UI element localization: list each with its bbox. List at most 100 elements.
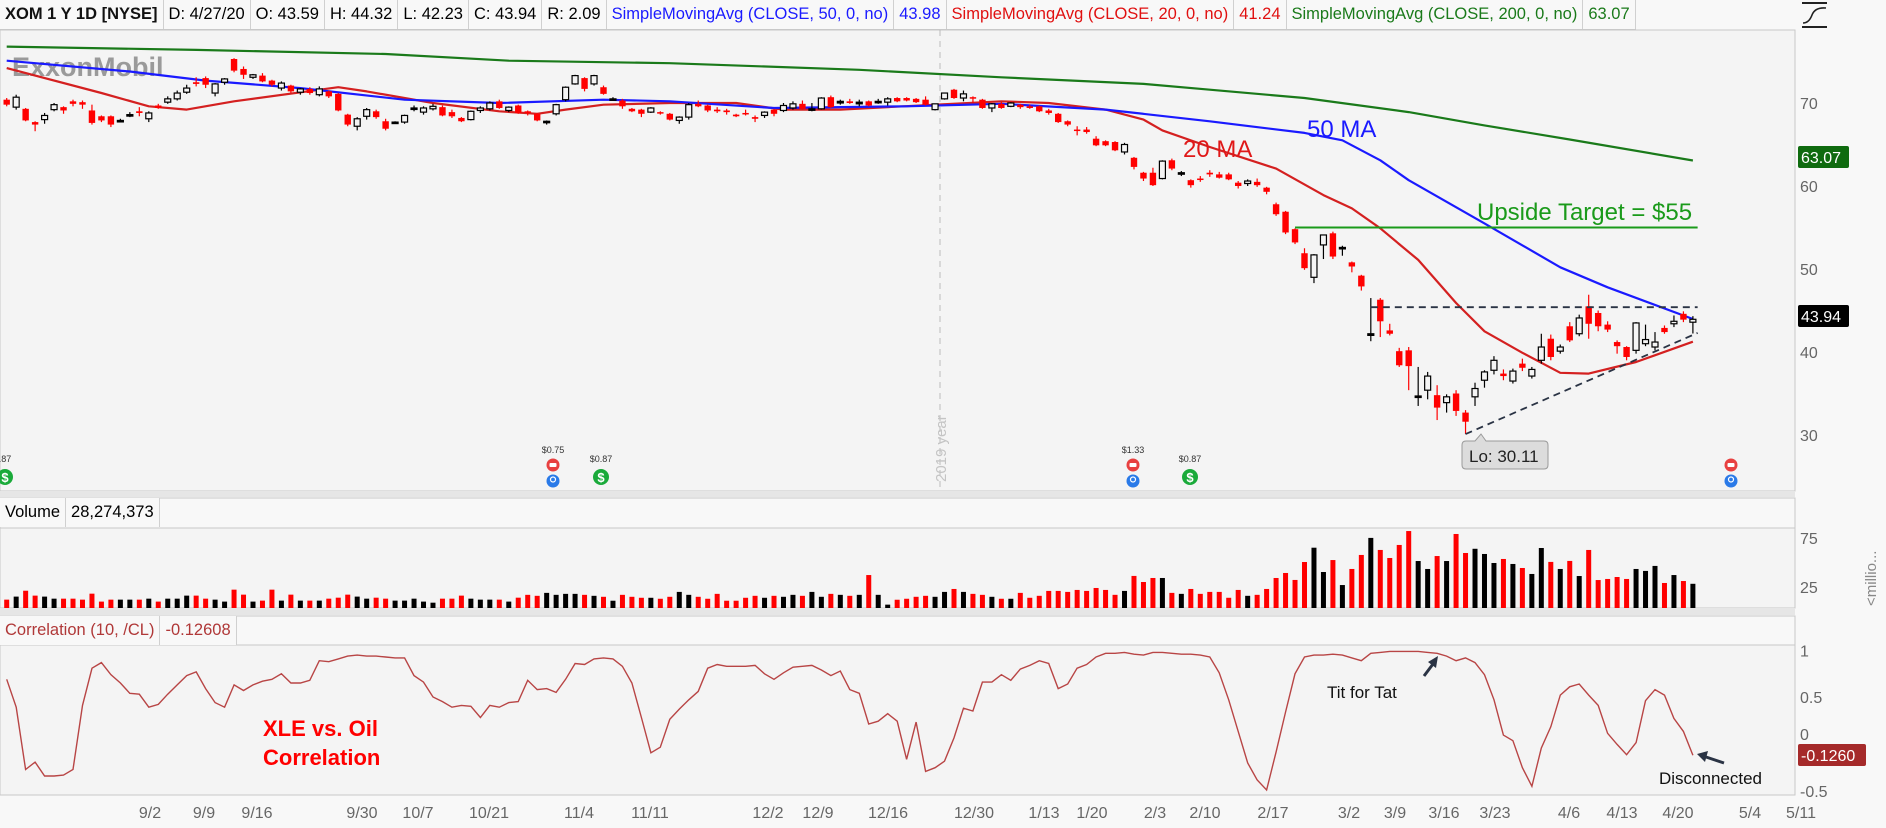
candle xyxy=(1045,108,1052,115)
candle-body xyxy=(1367,333,1375,336)
candle xyxy=(211,83,219,97)
close-value: C: 43.94 xyxy=(469,0,543,29)
volume-bar xyxy=(1103,589,1109,608)
sma20-study-label[interactable]: SimpleMovingAvg (CLOSE, 20, 0, no) xyxy=(947,0,1235,29)
volume-header: Volume 28,274,373 xyxy=(0,498,160,527)
dividend-amount: $0.87 xyxy=(590,454,613,464)
volume-bar xyxy=(534,595,540,608)
earnings-bulb-icon xyxy=(1126,474,1140,488)
volume-panel[interactable] xyxy=(0,527,1796,609)
tit-for-tat-arrow-icon xyxy=(1422,656,1438,677)
candle xyxy=(353,117,361,131)
date-axis-tick: 2/3 xyxy=(1144,805,1166,822)
candle xyxy=(372,109,380,119)
correlation-header-area xyxy=(0,615,1796,646)
chart-style-icon[interactable] xyxy=(1802,2,1827,28)
volume-bar xyxy=(1690,583,1696,608)
sma20-value: 41.24 xyxy=(1234,0,1287,29)
volume-axis-tick: 25 xyxy=(1800,580,1818,597)
candle-body xyxy=(1111,142,1119,151)
candle-body xyxy=(1282,211,1289,233)
volume-bar xyxy=(155,601,161,608)
candle-body xyxy=(22,108,29,121)
volume-bar xyxy=(553,594,559,608)
sma200-study-label[interactable]: SimpleMovingAvg (CLOSE, 200, 0, no) xyxy=(1287,0,1584,29)
correlation-study-label[interactable]: Correlation (10, /CL) xyxy=(0,616,161,645)
volume-bar xyxy=(1349,568,1355,608)
date-axis-tick: 9/9 xyxy=(193,805,215,822)
candle-body xyxy=(1519,363,1526,368)
candle xyxy=(836,99,844,105)
candle xyxy=(240,66,247,79)
candle-body xyxy=(799,103,806,109)
candle xyxy=(846,98,853,104)
candle-body xyxy=(1158,160,1167,180)
candle-body xyxy=(230,59,238,71)
volume-bar xyxy=(1567,560,1573,608)
volume-bar xyxy=(1074,589,1080,608)
candle-body xyxy=(1377,299,1384,322)
dividend-icon xyxy=(0,469,13,485)
candle xyxy=(685,103,693,120)
correlation-axis-tick: -0.5 xyxy=(1800,784,1828,801)
earnings-bulb-icon xyxy=(546,474,560,488)
candle-body xyxy=(704,105,711,111)
candle-body xyxy=(107,116,115,125)
dividend-amount: .87 xyxy=(0,454,11,464)
dividend-icon-glyph: $ xyxy=(1,470,9,485)
volume-bar xyxy=(13,596,19,608)
candle-body xyxy=(950,89,958,99)
candle xyxy=(874,98,882,104)
candle-body xyxy=(912,98,920,103)
volume-bar xyxy=(960,591,966,608)
candle xyxy=(1111,141,1119,152)
correlation-panel[interactable] xyxy=(0,644,1796,796)
candle-body xyxy=(410,107,418,111)
candle xyxy=(1680,311,1687,323)
volume-bar xyxy=(1444,561,1450,608)
volume-bar xyxy=(1624,578,1630,608)
volume-bar xyxy=(1415,561,1421,608)
candle-body xyxy=(1149,172,1157,186)
candle-body xyxy=(325,91,332,97)
candle-body xyxy=(1632,322,1640,351)
sma50-study-label[interactable]: SimpleMovingAvg (CLOSE, 50, 0, no) xyxy=(607,0,895,29)
candle xyxy=(1442,394,1451,413)
candle-body xyxy=(79,102,86,105)
candle xyxy=(1225,172,1232,181)
candle-body xyxy=(12,96,20,108)
candle xyxy=(1386,323,1393,336)
candle-body xyxy=(1007,102,1015,107)
volume-bar xyxy=(979,594,985,608)
price-axis-tick: 50 xyxy=(1800,262,1818,279)
candle xyxy=(789,101,797,110)
candle-body xyxy=(1092,138,1100,146)
volume-bar xyxy=(1586,549,1592,608)
candle xyxy=(1234,181,1242,189)
candle-body xyxy=(315,88,323,96)
correlation-value-badge-text: -0.1260 xyxy=(1801,748,1855,765)
price-header: XOM 1 Y 1D [NYSE] D: 4/27/20 O: 43.59 H:… xyxy=(0,0,1636,30)
candle xyxy=(969,96,977,103)
candles xyxy=(3,58,1697,435)
volume-bar xyxy=(1680,581,1686,608)
candle xyxy=(31,121,39,132)
candle-body xyxy=(1301,253,1308,269)
volume-bar xyxy=(1548,561,1554,608)
volume-bar xyxy=(203,598,209,608)
symbol-label[interactable]: XOM 1 Y 1D [NYSE] xyxy=(0,0,164,29)
candle xyxy=(988,103,996,113)
candle-body xyxy=(372,111,380,118)
panel-splitter[interactable] xyxy=(0,491,1795,497)
panel-splitter[interactable] xyxy=(0,608,1795,615)
candle xyxy=(1007,102,1015,108)
candle-body xyxy=(1338,246,1346,250)
volume-study-label[interactable]: Volume xyxy=(0,498,67,527)
candle-body xyxy=(1528,368,1536,377)
candle xyxy=(50,103,58,112)
candle xyxy=(1291,228,1299,245)
candle xyxy=(552,103,560,116)
candle-body xyxy=(344,114,351,125)
date-value: D: 4/27/20 xyxy=(164,0,251,29)
